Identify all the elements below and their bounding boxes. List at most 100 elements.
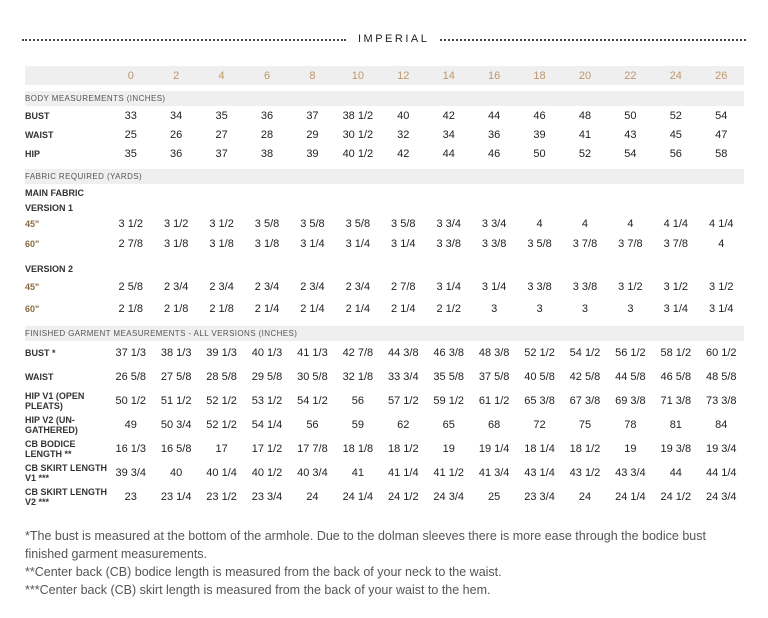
table-cell: 19	[442, 443, 455, 455]
table-cell: 3 3/4	[481, 218, 507, 230]
table-cell: 38	[260, 147, 274, 160]
table-cell: 62	[397, 419, 410, 431]
table-cell: 40 1/3	[251, 347, 283, 359]
table-cell: 60 1/2	[705, 347, 737, 359]
table-cell: 16 1/3	[115, 443, 147, 455]
table-cell: 23	[124, 491, 137, 503]
section-fabric-required: FABRIC REQUIRED (YARDS)	[25, 169, 744, 184]
size-header: 14	[426, 66, 472, 85]
size-header: 18	[516, 66, 563, 85]
dotted-rule-left	[22, 39, 346, 41]
table-cell: 3 1/8	[254, 238, 280, 250]
table-cell: 3 3/8	[572, 281, 598, 293]
table-cell: 3	[536, 303, 543, 315]
row-label: WAIST	[25, 372, 54, 382]
table-cell: 46	[533, 109, 546, 122]
table-cell: 78	[624, 419, 637, 431]
table-cell: 19 3/8	[660, 443, 692, 455]
table-cell: 3 7/8	[663, 238, 689, 250]
table-cell: 28	[260, 128, 274, 141]
table-cell: 17 1/2	[251, 443, 283, 455]
table-cell: 65 3/8	[524, 395, 555, 407]
table-cell: 2 3/4	[300, 281, 325, 293]
table-cell: 40 1/4	[206, 467, 237, 479]
table-row: WAIST 25 26 27 28 29 30 1/2 32 34 36 39 41 43 45 47	[25, 125, 744, 144]
page-title: IMPERIAL	[358, 33, 430, 45]
table-row: BUST * 37 1/3 38 1/3 39 1/3 40 1/3 41 1/3 42 7…	[25, 341, 744, 365]
table-cell: 24 1/4	[342, 491, 374, 503]
table-cell: 42	[442, 109, 455, 122]
table-cell: 41 1/4	[387, 467, 419, 479]
table-cell: 53 1/2	[251, 395, 283, 407]
table-cell: 54 1/4	[251, 419, 283, 431]
row-label: CB BODICE LENGTH **	[25, 439, 76, 459]
table-cell: 3 1/2	[163, 218, 189, 230]
table-cell: 19 3/4	[705, 443, 737, 455]
table-cell: 18 1/2	[387, 443, 419, 455]
table-cell: 2 3/4	[345, 281, 371, 293]
table-cell: 24	[306, 491, 319, 503]
table-cell: 3 1/4	[391, 238, 416, 250]
table-cell: 2 3/4	[209, 281, 234, 293]
table-row: VERSION 1	[25, 201, 744, 214]
table-cell: 39 1/3	[206, 347, 237, 359]
size-header: 22	[607, 66, 654, 85]
table-cell: 3 7/8	[618, 238, 643, 250]
table-cell: 3 1/2	[209, 218, 234, 230]
row-label: 60"	[25, 239, 40, 249]
table-cell: 3 7/8	[572, 238, 598, 250]
table-cell: 25	[488, 491, 501, 503]
table-cell: 3 5/8	[345, 218, 371, 230]
table-row: CB BODICE LENGTH ** 16 1/3 16 5/8 17 17 1/2 1…	[25, 437, 744, 461]
table-cell: 3 3/8	[436, 238, 461, 250]
table-cell: 24 1/2	[660, 491, 692, 503]
table-row: CB SKIRT LENGTH V1 *** 39 3/4 40 40 1/4 40 1…	[25, 461, 744, 485]
table-cell: 40 1/2	[342, 147, 374, 160]
table-cell: 69 3/8	[615, 395, 646, 407]
table-cell: 3 1/8	[163, 238, 189, 250]
header-blank	[25, 66, 109, 85]
table-cell: 56	[351, 395, 364, 407]
size-header: 2	[153, 66, 199, 85]
table-cell: 36	[488, 128, 501, 141]
table-cell: 42 7/8	[342, 347, 374, 359]
table-row: HIP 35 36 37 38 39 40 1/2 42 44 46 50 52 54 56 58	[25, 144, 744, 163]
table-cell: 37	[215, 147, 228, 160]
table-cell: 29 5/8	[251, 371, 283, 383]
table-cell: 41	[578, 128, 592, 141]
table-row: BODY MEASUREMENTS (INCHES)	[25, 91, 744, 106]
table-cell: 35	[124, 147, 137, 160]
version-1-label: VERSION 1	[25, 202, 74, 213]
table-cell: 51 1/2	[160, 395, 192, 407]
table-cell: 44 3/8	[387, 347, 419, 359]
row-label: HIP V2 (UN- GATHERED)	[25, 415, 78, 435]
table-cell: 24 1/2	[387, 491, 419, 503]
table-cell: 45	[669, 128, 682, 141]
table-cell: 2 1/4	[300, 303, 325, 315]
table-cell: 50	[624, 109, 637, 122]
table-cell: 42 5/8	[569, 371, 601, 383]
table-cell: 3 1/2	[618, 281, 643, 293]
table-cell: 36	[170, 147, 183, 160]
table-cell: 57 1/2	[387, 395, 419, 407]
table-cell: 41 3/4	[478, 467, 510, 479]
table-row: FINISHED GARMENT MEASUREMENTS - ALL VERS…	[25, 326, 744, 341]
size-header: 24	[653, 66, 699, 85]
table-cell: 2 3/4	[163, 281, 189, 293]
table-cell: 18 1/4	[524, 443, 555, 455]
table-cell: 3 1/2	[709, 281, 734, 293]
table-cell: 17 7/8	[297, 443, 328, 455]
table-cell: 26	[170, 128, 183, 141]
table-cell: 3 1/2	[663, 281, 689, 293]
table-cell: 3	[627, 303, 634, 315]
table-row: MAIN FABRIC	[25, 184, 744, 201]
table-cell: 37 1/3	[115, 347, 147, 359]
table-cell: 58 1/2	[660, 347, 692, 359]
table-cell: 46	[488, 147, 501, 160]
table-cell: 4 1/4	[709, 218, 734, 230]
row-label: 60"	[25, 304, 40, 314]
table-cell: 3 1/4	[345, 238, 371, 250]
table-cell: 2 1/8	[209, 303, 234, 315]
table-cell: 44	[442, 147, 455, 160]
table-cell: 38 1/2	[342, 109, 374, 122]
